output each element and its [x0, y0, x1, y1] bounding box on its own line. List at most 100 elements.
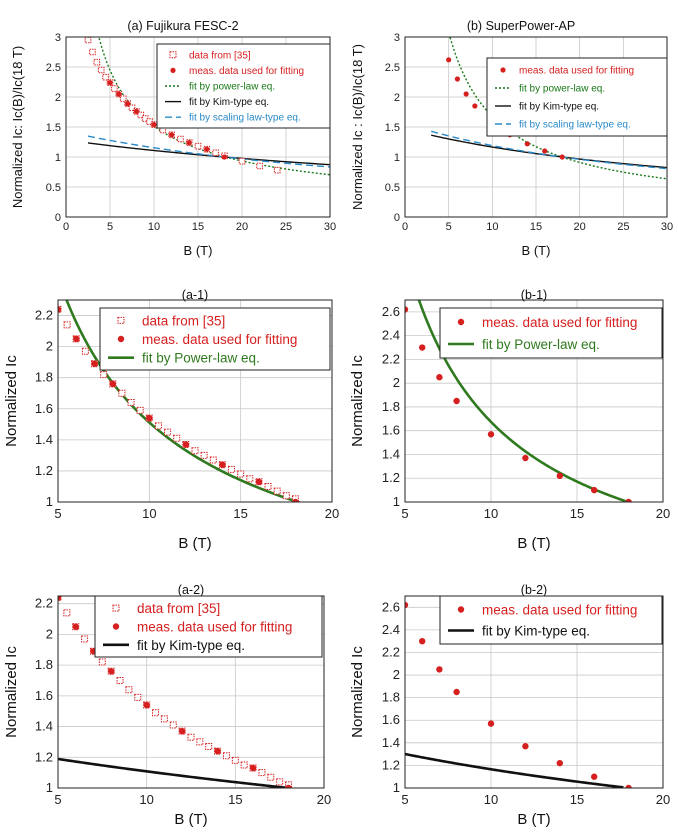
legend-box [439, 307, 663, 359]
data-point-square [102, 73, 109, 81]
data-point-dot [472, 103, 478, 109]
legend-box [439, 595, 663, 645]
data-point-dot [73, 335, 80, 343]
legend-dot-swatch [117, 335, 125, 343]
x-tick-label: 15 [530, 221, 542, 233]
y-tick-label: 2.2 [382, 644, 400, 659]
y-tick-label: 1 [394, 152, 400, 164]
x-tick-label: 5 [401, 506, 408, 521]
data-point-square [116, 676, 124, 684]
data-point-dot [453, 397, 460, 405]
legend-dot-swatch [457, 606, 465, 613]
legend-square-swatch [117, 316, 125, 324]
fit-line [405, 752, 624, 788]
data-point-square [136, 406, 144, 414]
y-tick-label: 1.4 [35, 719, 53, 734]
data-point-dot [214, 747, 221, 755]
x-tick-label: 10 [139, 792, 153, 807]
x-tick-label: 5 [401, 792, 408, 807]
y-tick-label: 2.2 [35, 308, 53, 323]
y-tick-label: 1 [393, 780, 400, 795]
chart-title: (b-2) [521, 583, 547, 597]
data-point-dot [487, 720, 495, 727]
data-point-square [89, 48, 96, 56]
legend-entry-label: fit by Power-law eq. [142, 351, 260, 366]
legend-entry-label: fit by power-law eq. [519, 84, 605, 95]
data-point-dot [463, 91, 469, 97]
data-point-square [63, 609, 71, 617]
data-point-dot [285, 784, 292, 788]
data-point-square [169, 721, 177, 729]
y-tick-label: 2.5 [385, 62, 400, 74]
data-point-square [93, 58, 101, 66]
y-tick-label: 1.2 [35, 463, 53, 478]
x-tick-label: 20 [317, 792, 331, 807]
data-point-dot [72, 623, 79, 630]
y-tick-label: 1 [55, 152, 61, 164]
y-tick-label: 0 [394, 212, 400, 224]
data-point-dot [625, 498, 632, 502]
legend-entry-label: fit by Power-law eq. [482, 337, 600, 352]
data-point-square [264, 482, 272, 490]
data-point-square [240, 761, 248, 769]
data-point-square [125, 686, 133, 694]
data-point-square [152, 709, 160, 717]
fit-line [58, 757, 289, 788]
x-tick-label: 10 [486, 221, 498, 233]
chart-b2-kim: 5 10 15 20 1 1.2 1.4 1.6 1.8 2 2.2 2.4 2.6 (b-2) B (T)… [349, 583, 670, 828]
data-point-square [273, 487, 281, 495]
fit-line [431, 130, 667, 170]
y-axis-label: Normalized Ic : Ic(B)/Ic(18 T) [350, 44, 365, 210]
fit-line [87, 135, 330, 168]
y-tick-label: 1.2 [35, 749, 53, 764]
data-point-dot [446, 57, 452, 63]
data-point-square [63, 321, 71, 329]
x-tick-label: 10 [484, 506, 498, 521]
x-tick-label: 10 [484, 792, 498, 807]
y-tick-label: 1.4 [382, 735, 400, 750]
legend-entry-label: fit by Kim-type eq. [137, 638, 245, 653]
y-tick-label: 2 [393, 667, 400, 682]
legend-entry-label: data from [35] [142, 313, 225, 328]
x-tick-label: 25 [280, 221, 292, 233]
x-tick-label: 20 [236, 221, 248, 233]
data-point-square [97, 66, 105, 74]
x-tick-label: 30 [324, 221, 336, 233]
x-tick-label: 25 [617, 221, 629, 233]
legend-a: data from [35] meas. data used for fittin… [156, 43, 331, 129]
legend-box [486, 57, 668, 137]
data-point-square [276, 778, 284, 786]
data-point-dot [522, 454, 529, 462]
legend-entry-label: fit by scaling law-type eq. [189, 113, 301, 124]
y-tick-label: 1.5 [385, 122, 400, 134]
legend-square-swatch [169, 51, 177, 59]
legend-b2: meas. data used for fitting fit by Kim-ty… [439, 595, 663, 645]
chart-title: (a-2) [178, 583, 204, 597]
data-point-square [154, 422, 162, 430]
y-tick-label: 1.4 [382, 446, 400, 461]
legend-entry-label: meas. data used for fitting [142, 332, 297, 347]
x-tick-label: 15 [570, 506, 584, 521]
chart-title: (a-1) [182, 288, 208, 302]
y-tick-label: 1.6 [35, 688, 53, 703]
y-tick-label: 2 [55, 92, 61, 104]
data-point-dot [178, 727, 186, 735]
legend-box [99, 307, 331, 371]
data-point-dot [436, 374, 443, 381]
data-point-dot [91, 360, 98, 367]
legend-entry-label: meas. data used for fitting [482, 603, 637, 618]
chart-title: (b) SuperPower-AP [467, 19, 575, 33]
y-tick-label: 1 [46, 780, 53, 795]
y-tick-label: 1.5 [46, 122, 61, 134]
data-point-dot [116, 91, 122, 97]
x-axis-label: B (T) [522, 243, 551, 258]
x-tick-label: 10 [148, 221, 160, 233]
y-tick-label: 2.6 [382, 599, 400, 614]
chart-a1-powerlaw: 5 10 15 20 1 1.2 1.4 1.6 1.8 2 2.2 (a-1) B (T) Normal… [3, 288, 339, 552]
data-point-dot [219, 461, 226, 468]
chart-a2-kim: 5 10 15 20 1 1.2 1.4 1.6 1.8 2 2.2 (a-2) B (T) Normal… [3, 583, 331, 828]
y-tick-label: 0 [55, 212, 61, 224]
data-point-square [119, 95, 127, 103]
data-point-dot [143, 701, 150, 709]
